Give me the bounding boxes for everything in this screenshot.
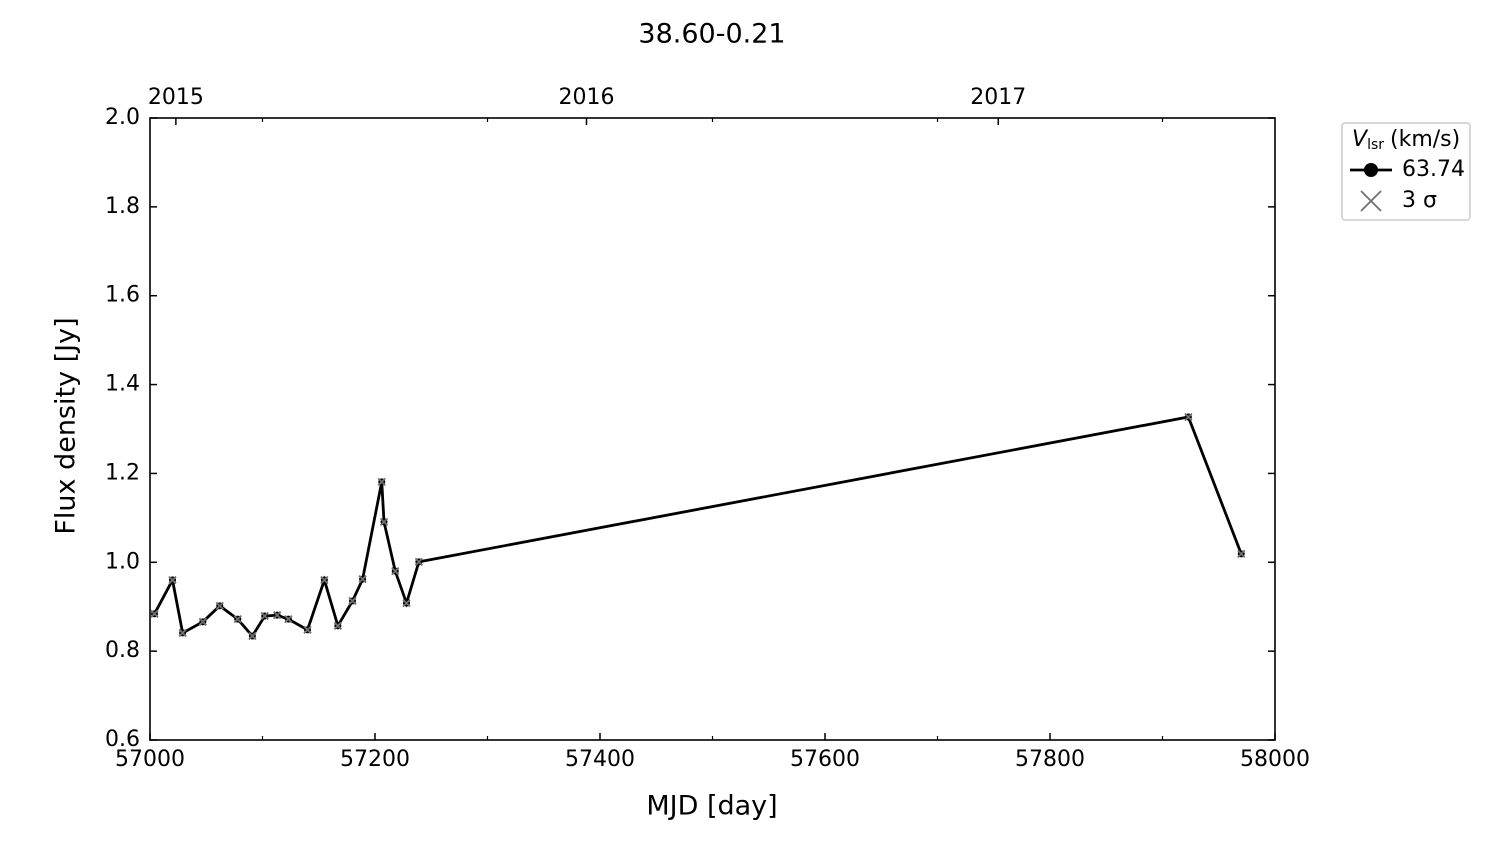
data-point [150, 609, 159, 618]
data-point [284, 615, 293, 624]
data-point [248, 631, 257, 641]
legend-marker [1360, 190, 1382, 212]
y-axis-label: Flux density [Jy] [51, 317, 82, 534]
data-point [260, 611, 269, 621]
x2-tick-label: 2016 [559, 85, 615, 110]
x2-tick-label: 2015 [148, 85, 204, 110]
y-tick-label: 1.0 [105, 549, 140, 574]
x-tick-label: 57400 [565, 747, 635, 772]
data-point [272, 611, 282, 620]
legend-label: 63.74 [1402, 157, 1465, 182]
y-tick-label: 0.6 [105, 727, 140, 752]
data-point [320, 575, 329, 585]
data-point [333, 621, 343, 630]
data-point [391, 567, 400, 576]
legend-title-unit: (km/s) [1390, 127, 1460, 152]
data-point [348, 596, 357, 606]
data-point [377, 477, 386, 487]
x-tick-label: 57200 [340, 747, 410, 772]
legend-label: 3 σ [1402, 188, 1437, 213]
legend-title: Vlsr (km/s) [1352, 127, 1460, 153]
data-point [1184, 412, 1193, 422]
legend-marker [1364, 163, 1378, 177]
data-point [414, 557, 424, 566]
y-tick-label: 0.8 [105, 638, 140, 663]
data-point [168, 575, 177, 585]
legend-box [1341, 122, 1471, 221]
plot-frame [149, 117, 1276, 741]
y-tick-label: 1.6 [105, 283, 140, 308]
x-axis-label: MJD [day] [646, 791, 777, 822]
data-point [379, 517, 389, 526]
x-tick-label: 58000 [1240, 747, 1310, 772]
legend-title-subscript: lsr [1367, 137, 1384, 153]
data-point [198, 617, 208, 626]
x-tick-label: 57000 [115, 747, 185, 772]
series-line [153, 415, 1243, 639]
data-point [1237, 549, 1246, 558]
y-tick-label: 1.8 [105, 194, 140, 219]
y-tick-label: 1.4 [105, 372, 140, 397]
legend-title-symbol: V [1352, 127, 1369, 152]
x-tick-label: 57800 [1015, 747, 1085, 772]
x2-tick-label: 2017 [970, 85, 1026, 110]
data-point [233, 615, 242, 624]
data-point [178, 628, 187, 638]
x-tick-label: 57600 [790, 747, 860, 772]
chart-title: 38.60-0.21 [638, 19, 785, 50]
y-tick-label: 2.0 [105, 105, 140, 130]
y-tick-label: 1.2 [105, 460, 140, 485]
data-point [402, 599, 411, 608]
data-point [215, 601, 224, 610]
data-point [303, 625, 312, 634]
data-point [358, 575, 367, 584]
